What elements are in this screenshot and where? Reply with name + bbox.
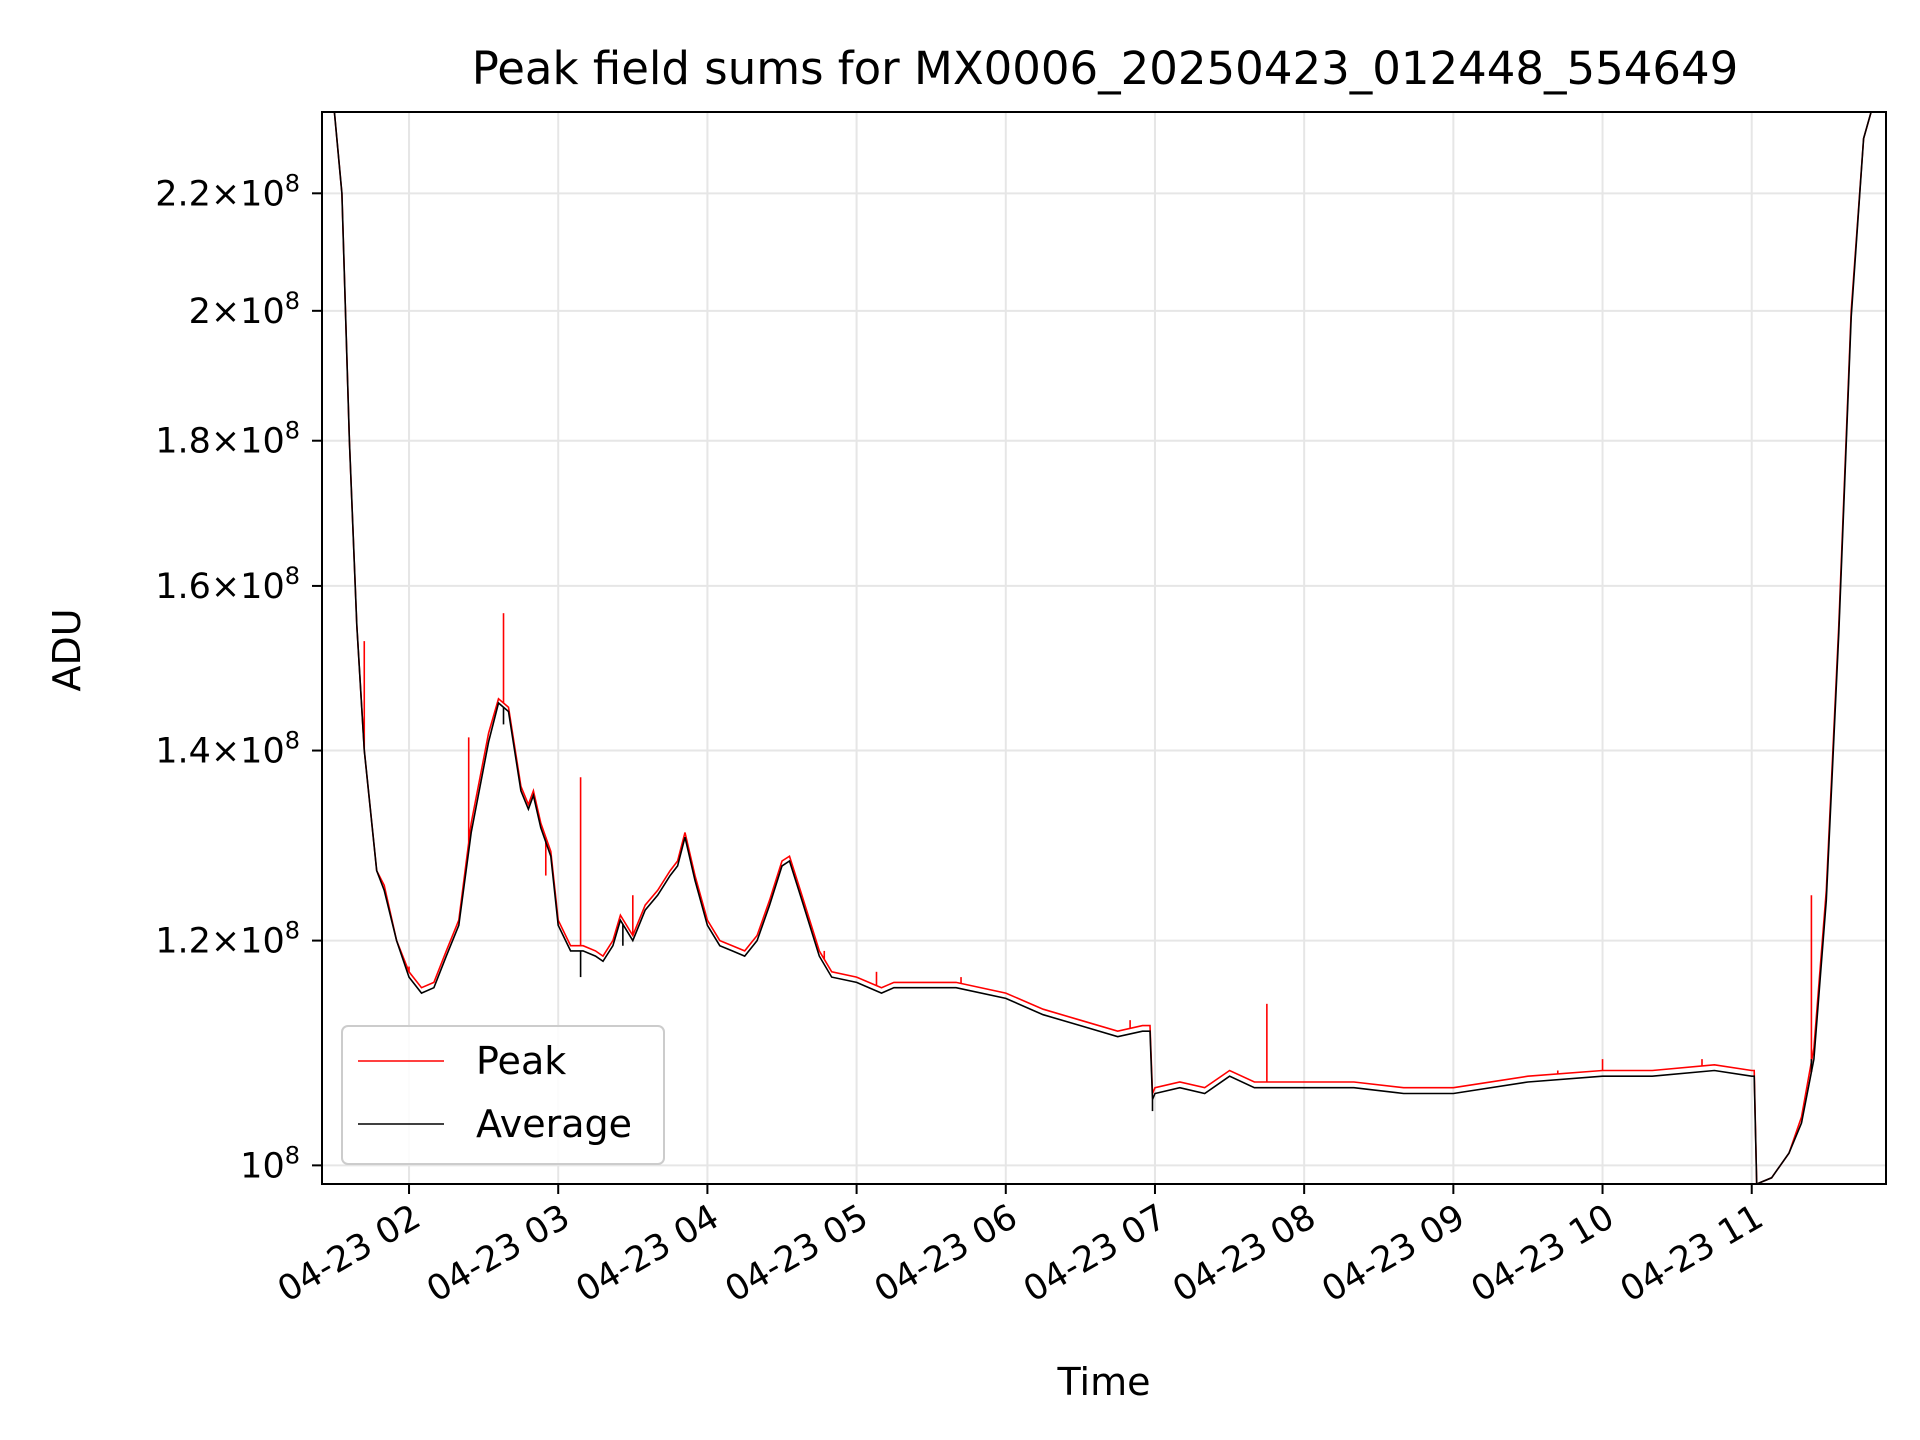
chart-title: Peak field sums for MX0006_20250423_0124… xyxy=(472,42,1739,95)
series-line-peak xyxy=(322,112,1886,1184)
series-line-average xyxy=(322,112,1886,1184)
y-tick-label: 108 xyxy=(240,1141,300,1186)
x-axis-label: Time xyxy=(1057,1360,1151,1404)
y-tick-label: 1.6×108 xyxy=(155,562,300,607)
series-group xyxy=(322,112,1886,1184)
legend: Peak Average xyxy=(341,1025,665,1165)
y-tick-label: 1.2×108 xyxy=(155,917,300,962)
y-axis-label: ADU xyxy=(45,608,89,691)
y-tick-label: 1.4×108 xyxy=(155,727,300,772)
plot-lines xyxy=(322,112,1886,1184)
grid xyxy=(322,112,1886,1184)
y-tick-label: 2.2×108 xyxy=(155,169,300,214)
plot-frame xyxy=(321,111,1887,1185)
legend-label-average: Average xyxy=(476,1102,632,1146)
y-tick-label: 2×108 xyxy=(189,287,300,332)
legend-label-peak: Peak xyxy=(476,1039,566,1083)
y-ticks: 108 1.2×108 1.4×108 1.6×108 1.8×108 2×108 2.2×… xyxy=(155,169,322,1186)
y-tick-label: 1.8×108 xyxy=(155,417,300,462)
